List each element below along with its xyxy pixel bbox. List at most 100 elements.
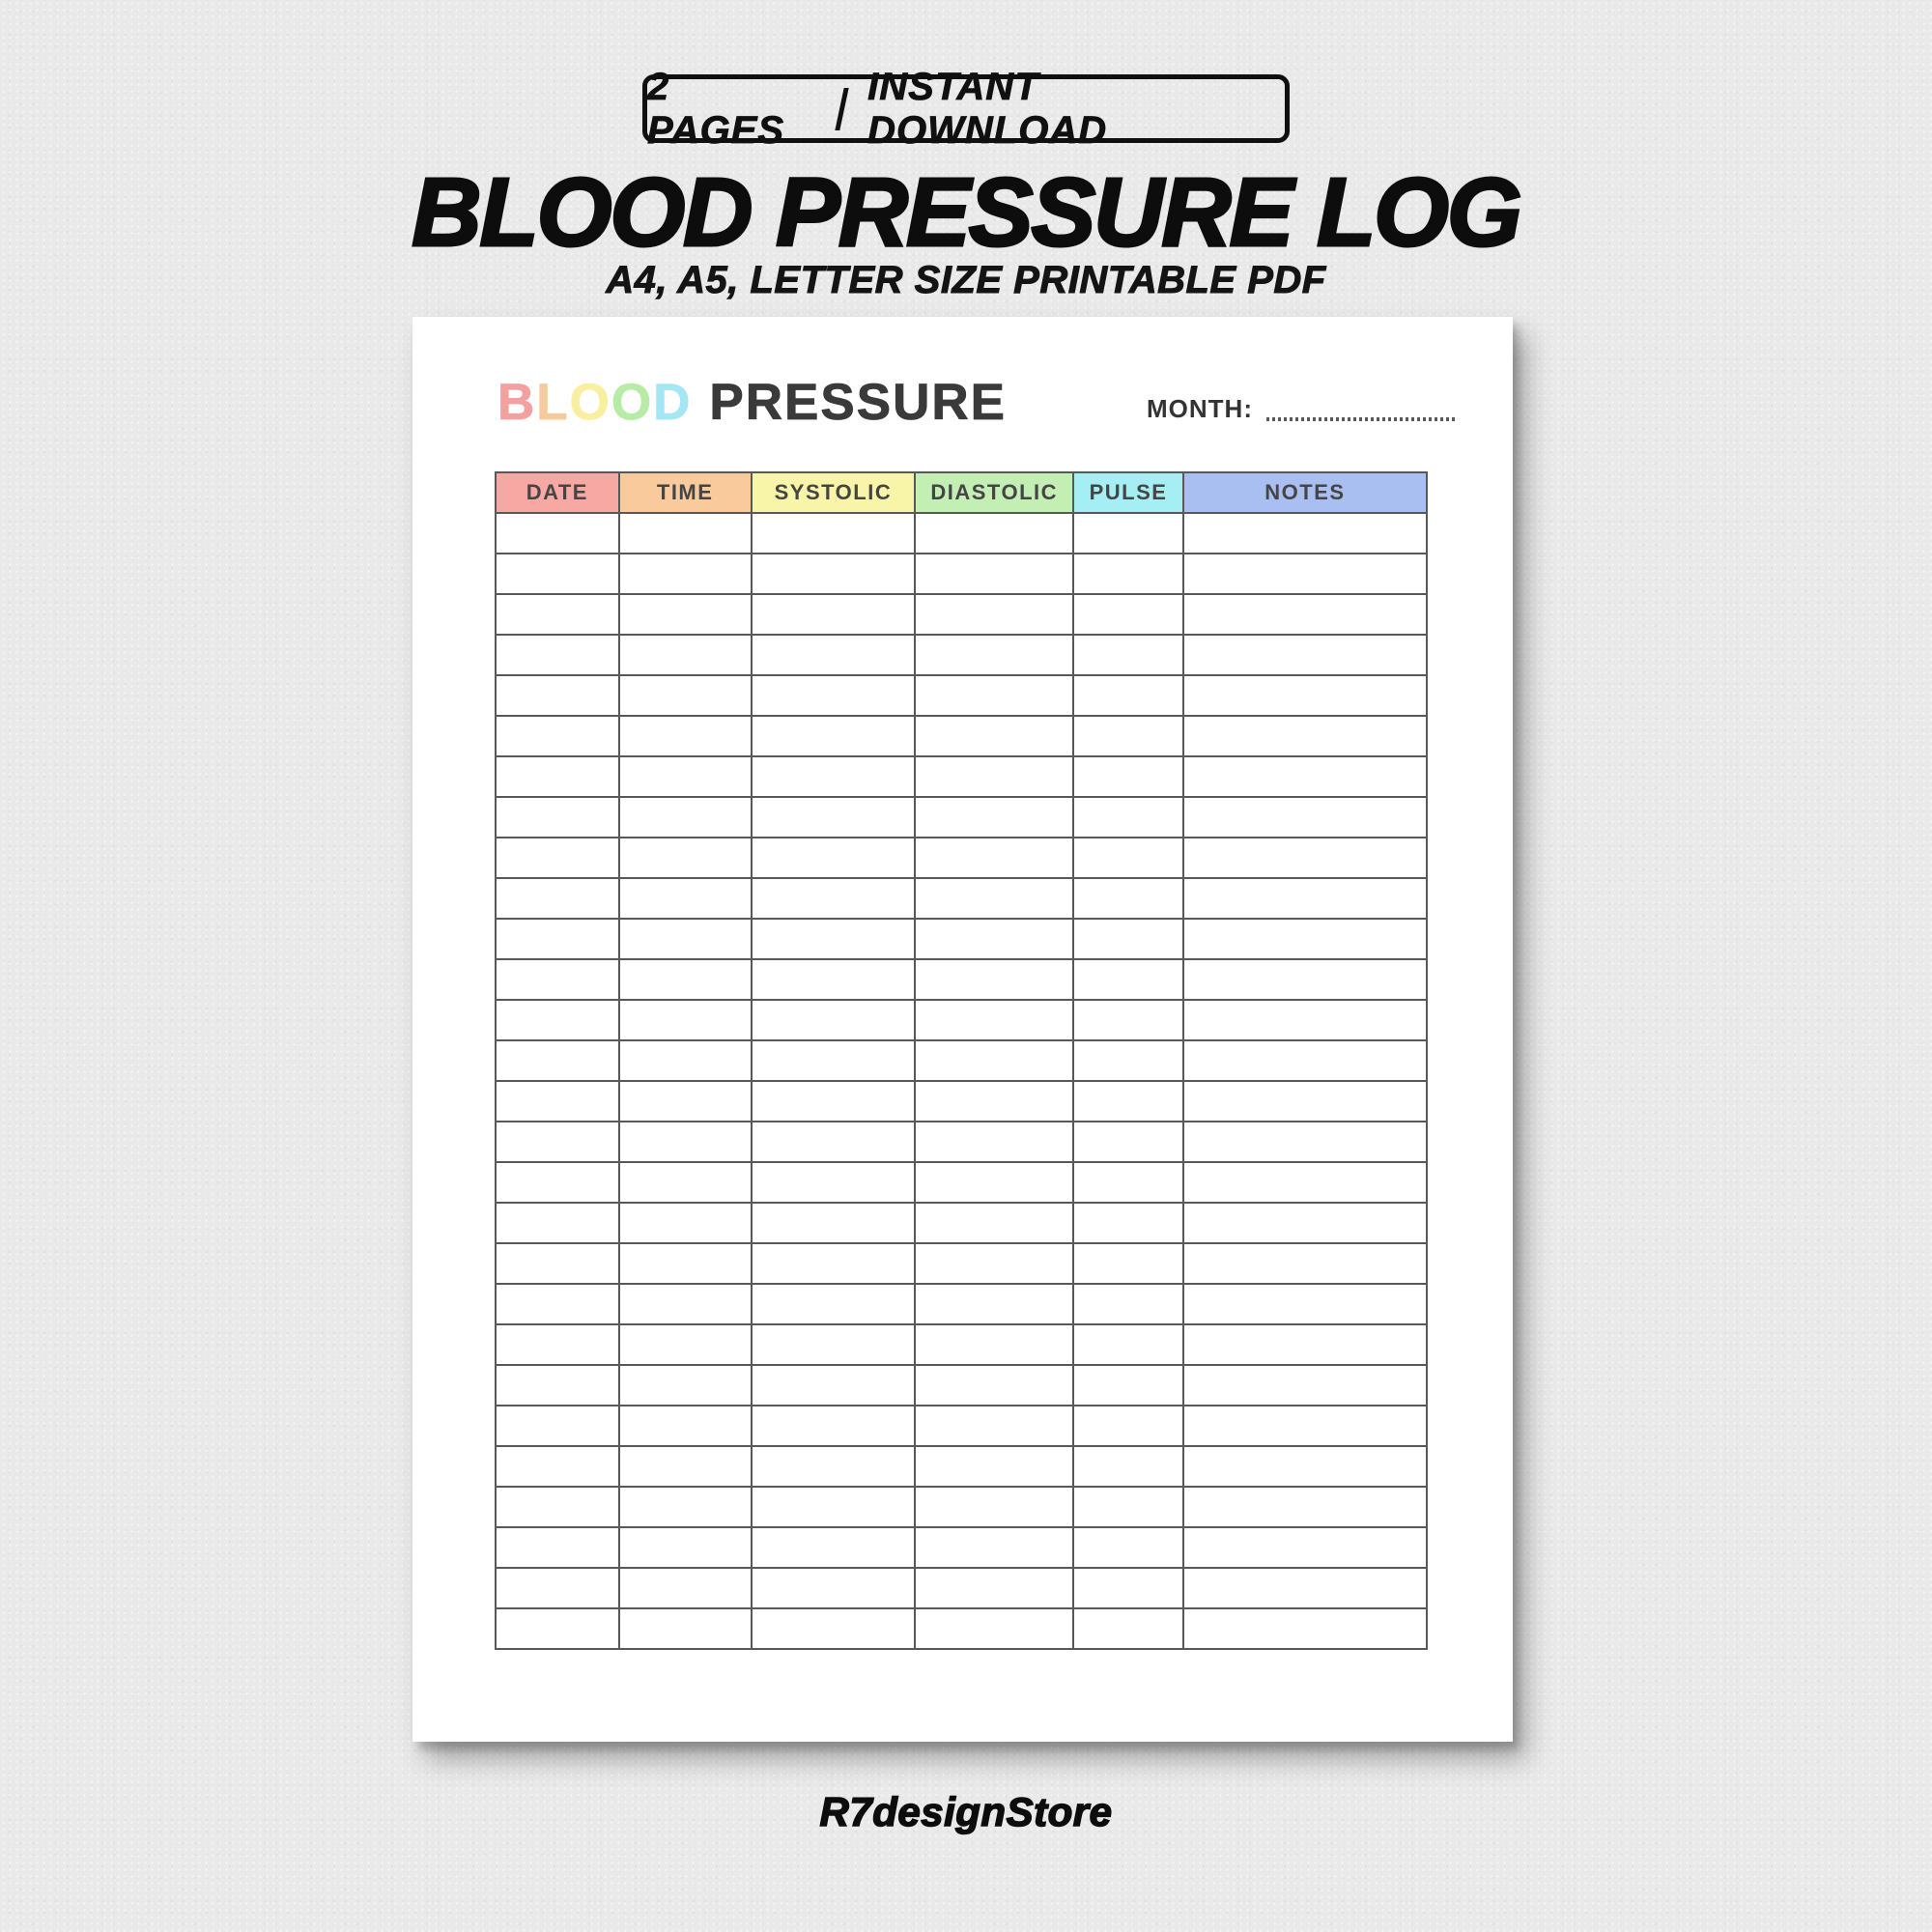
logo-letter-l: L	[536, 374, 570, 432]
table-cell	[1181, 999, 1429, 1041]
table-cell	[495, 553, 620, 595]
table-row	[495, 1526, 1429, 1569]
table-cell	[1181, 634, 1429, 676]
table-cell	[750, 755, 917, 798]
table-cell	[1072, 1283, 1184, 1325]
table-cell	[1072, 1486, 1184, 1528]
table-cell	[1181, 1607, 1429, 1650]
table-cell	[1072, 634, 1184, 676]
table-cell	[495, 877, 620, 920]
table-cell	[495, 1161, 620, 1204]
table-cell	[1072, 512, 1184, 554]
table-cell	[750, 1445, 917, 1488]
table-cell	[1072, 877, 1184, 920]
column-header-date: DATE	[495, 471, 620, 514]
table-row	[495, 958, 1429, 1001]
table-cell	[914, 1405, 1075, 1447]
table-cell	[617, 593, 753, 636]
table-cell	[617, 634, 753, 676]
table-cell	[495, 1121, 620, 1163]
table-cell	[1181, 918, 1429, 960]
store-name: R7designStore	[819, 1788, 1113, 1835]
table-header: DATE TIME SYSTOLIC DIASTOLIC PULSE NOTES	[495, 471, 1429, 514]
table-row	[495, 634, 1429, 676]
table-cell	[495, 1039, 620, 1082]
column-header-diastolic: DIASTOLIC	[914, 471, 1075, 514]
table-cell	[1072, 1121, 1184, 1163]
table-row	[495, 918, 1429, 960]
table-header-row: DATE TIME SYSTOLIC DIASTOLIC PULSE NOTES	[495, 471, 1429, 514]
badge-pages-label: 2 PAGES	[647, 65, 785, 152]
table-cell	[914, 1039, 1075, 1082]
table-cell	[617, 1526, 753, 1569]
blood-pressure-table: DATE TIME SYSTOLIC DIASTOLIC PULSE NOTES	[495, 471, 1429, 1650]
table-cell	[914, 877, 1075, 920]
table-cell	[750, 512, 917, 554]
table-cell	[1181, 837, 1429, 879]
table-cell	[495, 1080, 620, 1122]
table-cell	[914, 1567, 1075, 1609]
table-cell	[750, 634, 917, 676]
table-cell	[1072, 837, 1184, 879]
table-cell	[617, 715, 753, 757]
table-cell	[750, 958, 917, 1001]
table-cell	[1181, 1161, 1429, 1204]
logo-word-pressure: PRESSURE	[709, 374, 1007, 432]
table-cell	[914, 715, 1075, 757]
table-row	[495, 796, 1429, 838]
table-cell	[914, 1080, 1075, 1122]
table-row	[495, 1323, 1429, 1366]
table-row	[495, 715, 1429, 757]
column-header-time: TIME	[617, 471, 753, 514]
table-cell	[750, 1242, 917, 1285]
table-body	[495, 512, 1429, 1650]
table-cell	[495, 1405, 620, 1447]
table-cell	[495, 918, 620, 960]
table-cell	[750, 837, 917, 879]
table-cell	[914, 1526, 1075, 1569]
column-header-systolic: SYSTOLIC	[750, 471, 917, 514]
logo-letter-d: D	[653, 374, 693, 432]
table-cell	[914, 958, 1075, 1001]
logo-letter-o1: O	[569, 374, 611, 432]
table-cell	[495, 837, 620, 879]
table-cell	[750, 1283, 917, 1325]
table-cell	[495, 796, 620, 838]
table-cell	[914, 1242, 1075, 1285]
table-cell	[617, 674, 753, 717]
table-cell	[1181, 1039, 1429, 1082]
table-cell	[914, 1607, 1075, 1650]
table-cell	[495, 674, 620, 717]
table-row	[495, 1202, 1429, 1244]
table-row	[495, 1405, 1429, 1447]
table-cell	[914, 1202, 1075, 1244]
table-row	[495, 755, 1429, 798]
table-row	[495, 1161, 1429, 1204]
table-cell	[750, 1526, 917, 1569]
table-cell	[1181, 1283, 1429, 1325]
table-cell	[1181, 796, 1429, 838]
table-cell	[750, 1567, 917, 1609]
table-cell	[750, 1323, 917, 1366]
table-cell	[495, 593, 620, 636]
table-row	[495, 1567, 1429, 1609]
table-cell	[1072, 674, 1184, 717]
table-cell	[495, 1364, 620, 1406]
table-cell	[750, 1202, 917, 1244]
table-cell	[1181, 1323, 1429, 1366]
table-cell	[1072, 1323, 1184, 1366]
table-cell	[617, 1567, 753, 1609]
badge-download-label: INSTANT DOWNLOAD	[867, 65, 1108, 152]
printable-page-mockup: BLOOD PRESSURE MONTH: DATE TIME SYSTOLIC …	[412, 317, 1513, 1742]
table-cell	[1072, 918, 1184, 960]
table-cell	[1072, 1526, 1184, 1569]
table-cell	[750, 1607, 917, 1650]
table-cell	[1181, 1364, 1429, 1406]
table-cell	[495, 1323, 620, 1366]
table-cell	[1181, 674, 1429, 717]
table-row	[495, 1039, 1429, 1082]
table-cell	[1181, 1445, 1429, 1488]
table-cell	[750, 1080, 917, 1122]
month-field: MONTH:	[1147, 394, 1456, 424]
table-row	[495, 837, 1429, 879]
